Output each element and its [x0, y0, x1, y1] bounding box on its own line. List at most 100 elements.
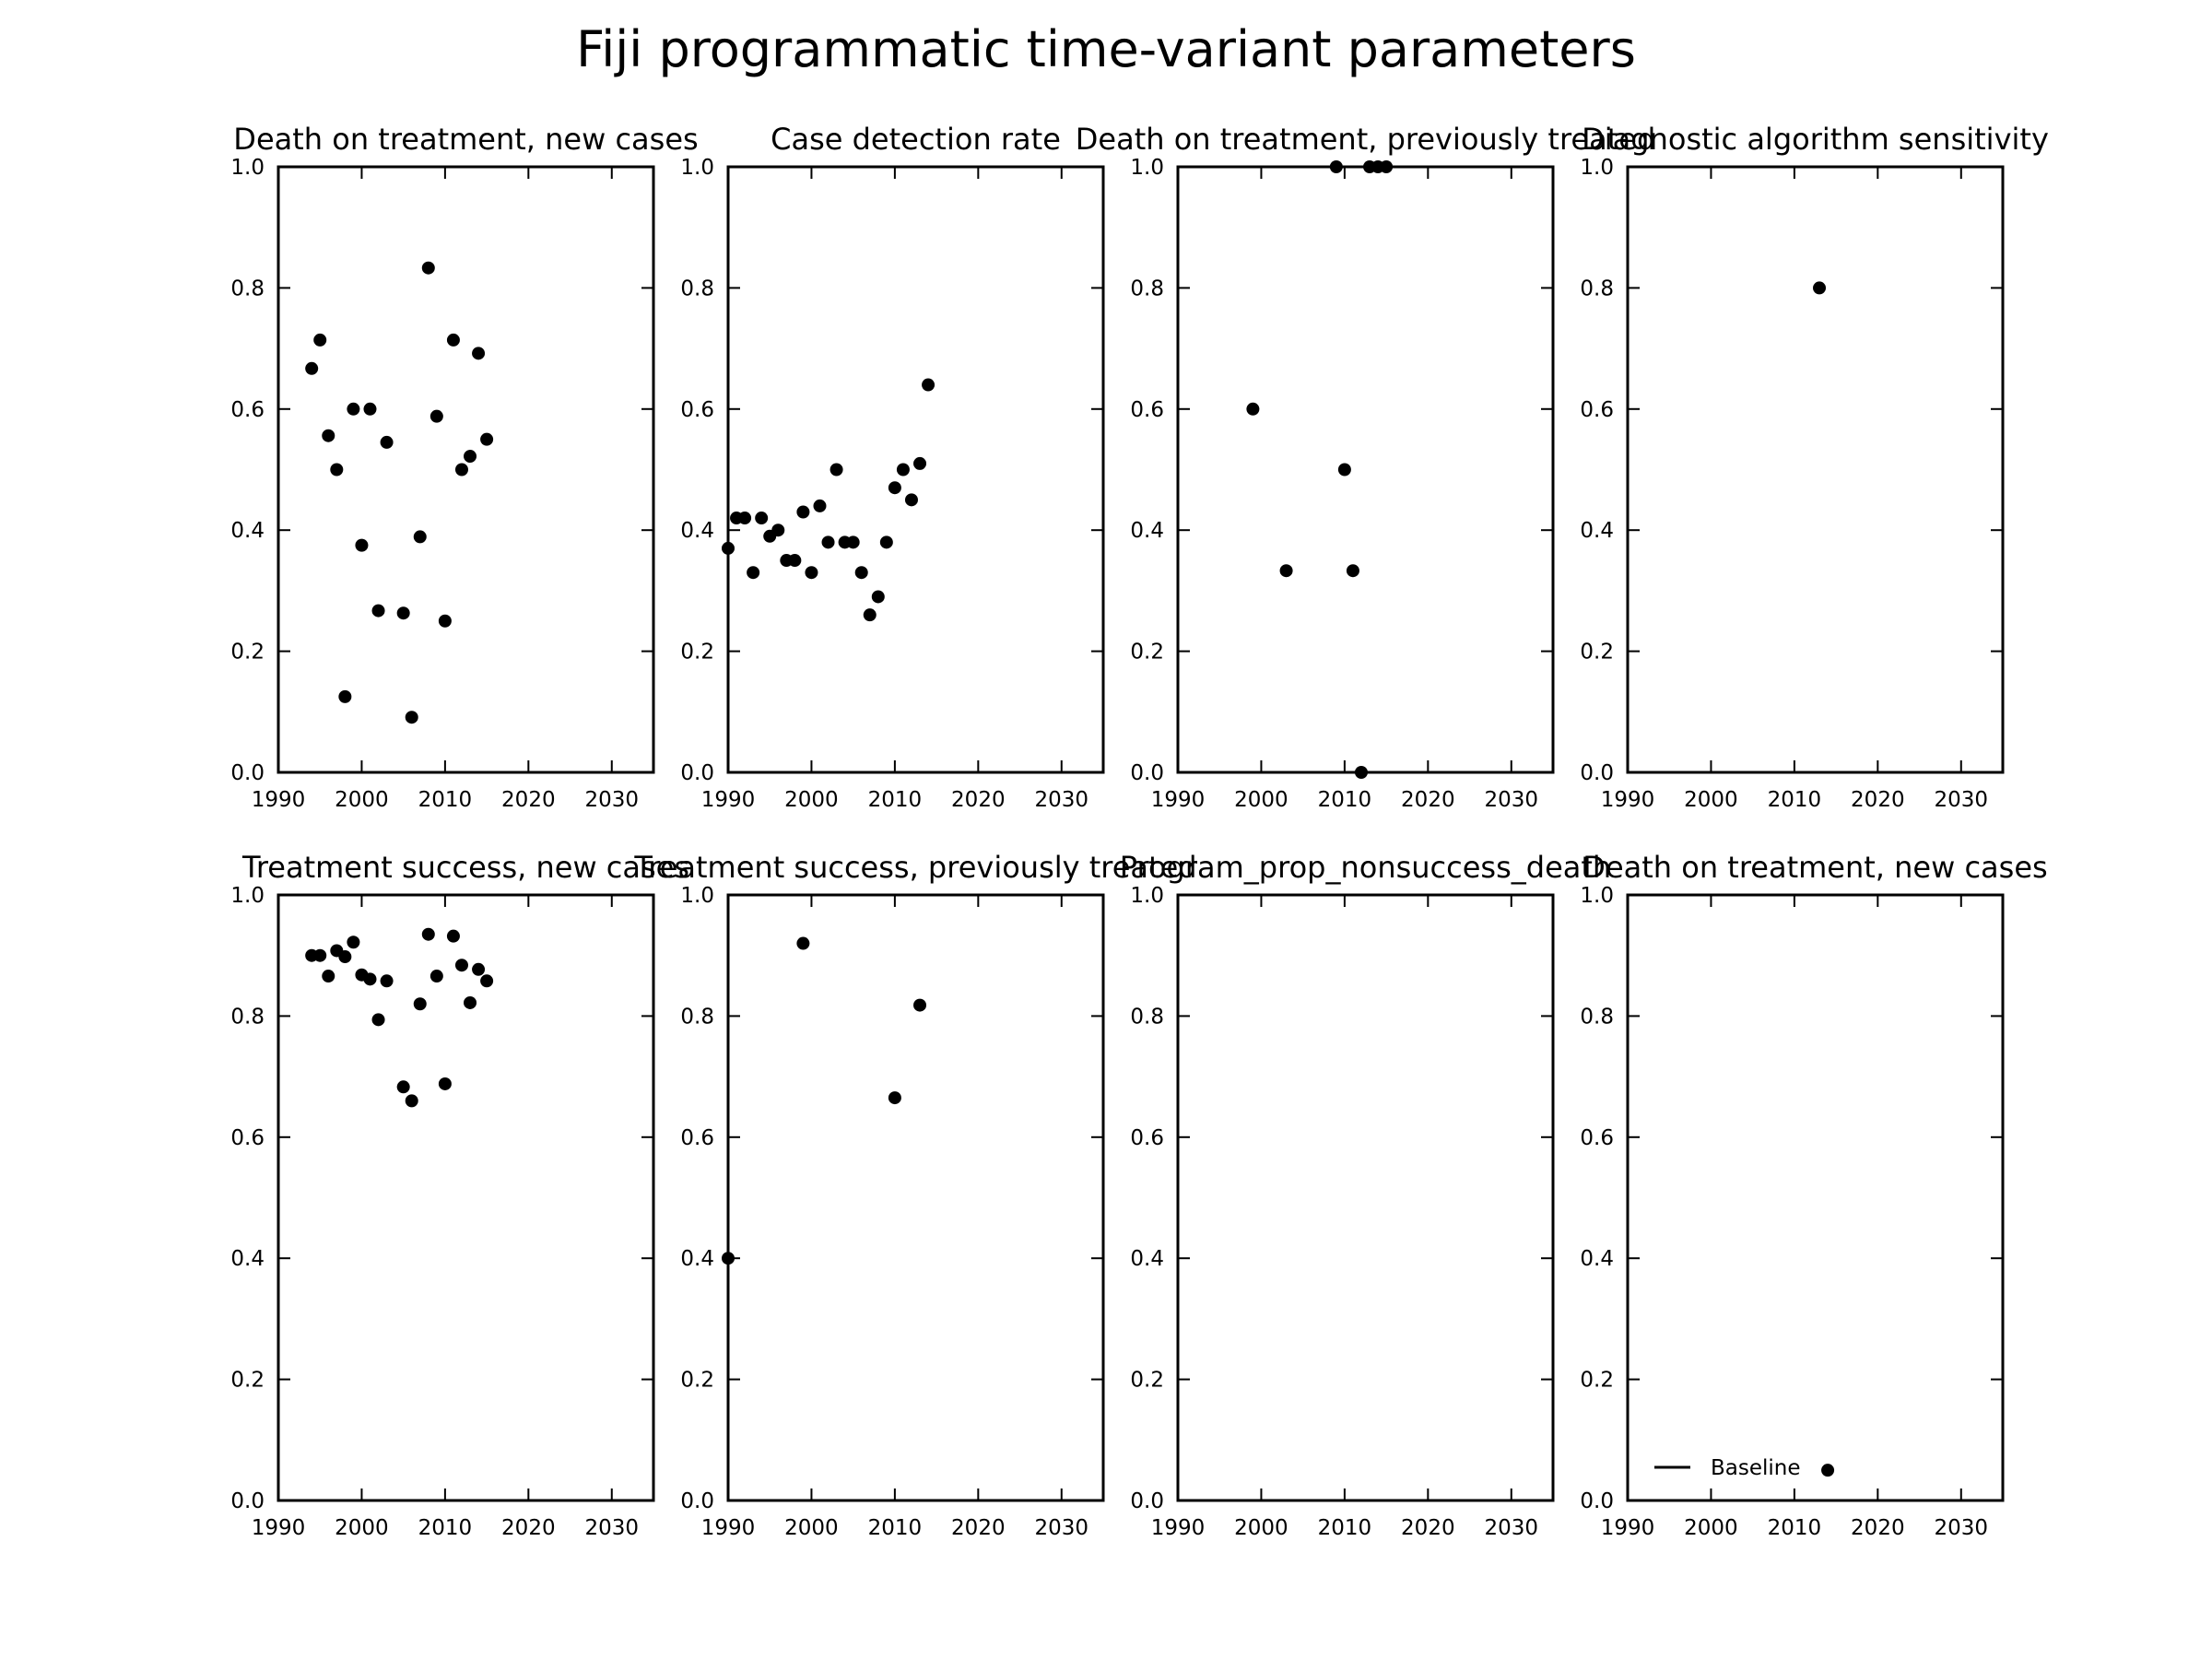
- y-tick-label: 0.0: [230, 761, 265, 785]
- data-point: [429, 409, 443, 423]
- legend-label: Baseline: [1711, 1456, 1801, 1480]
- data-point: [454, 959, 468, 972]
- data-point: [1246, 402, 1260, 416]
- x-tick-label: 1990: [252, 1516, 306, 1540]
- data-point: [347, 402, 360, 416]
- data-point: [821, 535, 835, 549]
- y-tick-label: 0.6: [680, 398, 714, 422]
- data-point: [438, 1077, 452, 1090]
- subplot-title: Diagnostic algorithm sensitivity: [1582, 122, 2049, 157]
- x-tick-label: 2000: [335, 1516, 389, 1540]
- y-tick-label: 0.2: [1580, 641, 1614, 665]
- y-tick-label: 0.2: [1580, 1369, 1614, 1393]
- data-point: [913, 456, 927, 470]
- subplot-panel: Diagnostic algorithm sensitivity 1990 2000…: [1580, 122, 2048, 812]
- data-point: [396, 606, 410, 620]
- data-point: [338, 689, 352, 703]
- data-point: [446, 333, 460, 347]
- y-tick-label: 0.4: [230, 519, 265, 543]
- y-tick-label: 1.0: [230, 884, 265, 908]
- data-point: [464, 995, 477, 1009]
- x-tick-label: 2010: [1768, 788, 1822, 812]
- x-tick-label: 2030: [1485, 1516, 1539, 1540]
- plot-frame: [726, 165, 1105, 774]
- subplot-title: Treatment success, new cases: [241, 850, 689, 885]
- data-point: [888, 1091, 901, 1105]
- plot-frame: [1626, 893, 2005, 1502]
- y-tick-label: 0.2: [1130, 1369, 1164, 1393]
- data-point: [846, 535, 860, 549]
- y-tick-label: 0.8: [680, 1005, 714, 1029]
- data-point: [747, 566, 760, 580]
- x-tick-label: 1990: [701, 788, 756, 812]
- subplot-panel: Death on treatment, new cases 1990 2000 201…: [1580, 850, 2047, 1540]
- data-point: [922, 378, 935, 392]
- y-tick-label: 0.8: [1130, 1005, 1164, 1029]
- subplot-title: Death on treatment, previously treated: [1076, 122, 1656, 157]
- y-tick-label: 0.2: [680, 1369, 714, 1393]
- subplot-panel: Death on treatment, previously treated 19…: [1076, 122, 1656, 812]
- data-point: [413, 997, 427, 1011]
- x-tick-label: 2010: [1318, 788, 1372, 812]
- data-point: [830, 463, 843, 477]
- data-point: [446, 929, 460, 943]
- x-tick-label: 2010: [1318, 1516, 1372, 1540]
- data-point: [913, 998, 927, 1012]
- plot-frame: [1626, 165, 2005, 774]
- data-point: [464, 450, 477, 464]
- x-tick-label: 1990: [252, 788, 306, 812]
- data-point: [1337, 463, 1351, 477]
- data-point: [796, 936, 810, 950]
- x-tick-label: 2000: [1684, 1516, 1738, 1540]
- y-tick-label: 0.4: [1580, 519, 1614, 543]
- y-tick-label: 0.2: [1130, 641, 1164, 665]
- plot-frame: [276, 165, 655, 774]
- data-point: [738, 512, 752, 525]
- x-tick-label: 1990: [1151, 788, 1206, 812]
- data-point: [380, 435, 394, 449]
- y-tick-label: 0.6: [230, 398, 265, 422]
- y-tick-label: 1.0: [1580, 156, 1614, 180]
- x-tick-label: 2010: [1768, 1516, 1822, 1540]
- data-point: [371, 604, 385, 618]
- x-tick-label: 2010: [418, 788, 473, 812]
- data-point: [305, 361, 319, 375]
- data-point: [330, 463, 344, 477]
- x-tick-label: 2030: [585, 1516, 640, 1540]
- data-point: [355, 538, 369, 552]
- y-tick-label: 0.4: [1130, 519, 1164, 543]
- data-point: [413, 530, 427, 544]
- data-point: [1821, 1464, 1835, 1477]
- x-tick-label: 1990: [701, 1516, 756, 1540]
- y-tick-label: 1.0: [680, 156, 714, 180]
- x-tick-label: 2020: [951, 1516, 1006, 1540]
- y-tick-label: 0.8: [1580, 1005, 1614, 1029]
- data-point: [480, 432, 494, 446]
- x-tick-label: 2000: [1684, 788, 1738, 812]
- y-tick-label: 0.8: [230, 276, 265, 300]
- data-point: [788, 554, 802, 568]
- subplot-title: Death on treatment, new cases: [1583, 850, 2047, 885]
- y-tick-label: 0.8: [1580, 276, 1614, 300]
- y-tick-label: 0.6: [1580, 1126, 1614, 1150]
- data-point: [363, 972, 377, 986]
- x-tick-label: 2020: [1851, 1516, 1905, 1540]
- x-tick-label: 1990: [1601, 788, 1655, 812]
- y-tick-label: 0.4: [230, 1247, 265, 1271]
- data-point: [796, 505, 810, 519]
- subplot-panel: Treatment success, previously treated 199…: [633, 850, 1196, 1540]
- x-tick-label: 2030: [1035, 788, 1089, 812]
- y-tick-label: 0.6: [1130, 398, 1164, 422]
- subplot-panel: Program_prop_nonsuccess_death 1990 2000 201…: [1120, 850, 1611, 1540]
- x-tick-label: 2010: [418, 1516, 473, 1540]
- data-point: [421, 927, 435, 941]
- data-point: [904, 493, 918, 507]
- y-tick-label: 0.2: [230, 641, 265, 665]
- data-point: [405, 1094, 418, 1108]
- subplot-panel: Death on treatment, new cases 1990 2000 201…: [230, 122, 698, 812]
- data-point: [1279, 564, 1293, 578]
- data-point: [371, 1013, 385, 1027]
- data-point: [480, 974, 494, 988]
- y-tick-label: 1.0: [1580, 884, 1614, 908]
- data-point: [454, 463, 468, 477]
